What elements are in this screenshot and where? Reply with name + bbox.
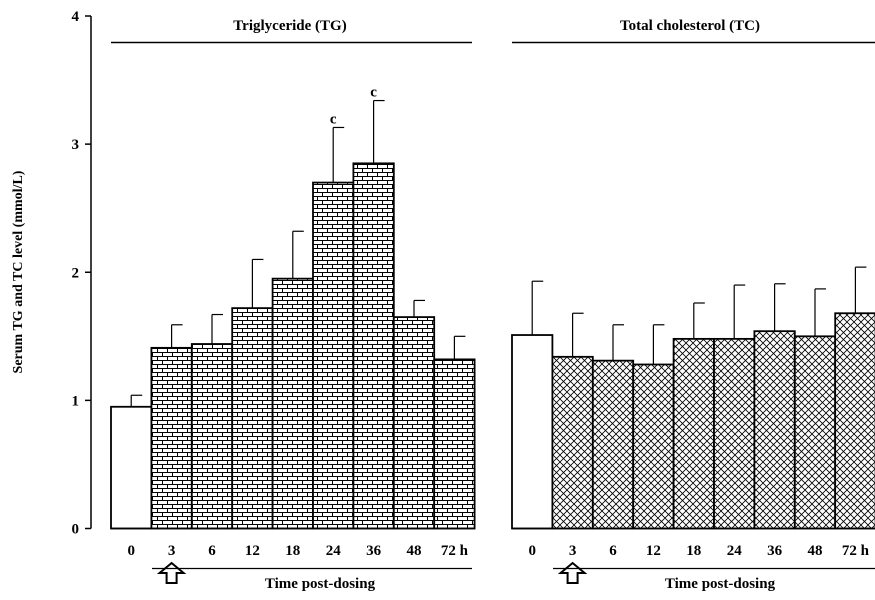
- x-tick-label: 48: [407, 543, 422, 559]
- dosing-arrow-icon: [557, 561, 588, 584]
- bar: [150, 346, 193, 530]
- bar: [591, 359, 635, 530]
- y-tick-label: 1: [72, 393, 80, 409]
- bar: [392, 316, 436, 530]
- x-tick-label: 72 h: [842, 543, 870, 559]
- panel-title: Total cholesterol (TC): [620, 18, 760, 34]
- x-tick-label: 36: [767, 543, 783, 559]
- x-tick-label: 18: [686, 543, 701, 559]
- x-tick-label: 12: [646, 543, 661, 559]
- x-tick-label: 24: [727, 543, 743, 559]
- bar: [190, 343, 234, 530]
- bar: [312, 181, 355, 530]
- x-tick-label: 18: [285, 543, 300, 559]
- bar: [231, 307, 274, 530]
- x-tick-label: 12: [245, 543, 260, 559]
- bar: [352, 162, 395, 530]
- x-tick-label: 24: [326, 543, 342, 559]
- x-tick-label: 0: [528, 543, 536, 559]
- x-axis-label: Time post-dosing: [665, 576, 776, 592]
- bar: [632, 363, 675, 530]
- x-tick-label: 6: [208, 543, 216, 559]
- bar: [793, 335, 837, 530]
- y-tick-label: 4: [72, 9, 80, 25]
- x-tick-label: 36: [366, 543, 382, 559]
- x-tick-label: 3: [569, 543, 577, 559]
- panel-title: Triglyceride (TG): [233, 18, 346, 34]
- bar: [271, 277, 314, 530]
- x-tick-label: 0: [127, 543, 135, 559]
- x-axis-label: Time post-dosing: [265, 576, 376, 592]
- y-tick-label: 2: [72, 265, 80, 281]
- y-axis: 0 1 2 3 4 Serum TG and TC level (mmol/L): [11, 9, 92, 538]
- y-tick-label: 3: [72, 137, 80, 153]
- x-tick-label: 72 h: [441, 543, 469, 559]
- bar: [551, 355, 594, 530]
- significance-label: c: [370, 85, 377, 101]
- bar: [713, 337, 756, 530]
- bar: [672, 337, 715, 530]
- x-tick-label: 3: [168, 543, 176, 559]
- x-tick-label: 6: [609, 543, 617, 559]
- dosing-arrow-icon: [156, 561, 187, 584]
- bar: [511, 334, 554, 530]
- y-axis-label: Serum TG and TC level (mmol/L): [11, 170, 26, 373]
- bar: [433, 358, 476, 530]
- up-arrow-icon: [557, 561, 588, 584]
- panel-total-cholesterol: Total cholesterol (TC)0 3 6 12 18 24 36 48 72 hT…: [511, 18, 875, 592]
- bar: [110, 405, 153, 530]
- significance-label: c: [330, 111, 337, 127]
- bar: [834, 312, 875, 530]
- bar: [753, 330, 796, 530]
- x-tick-label: 48: [808, 543, 823, 559]
- y-tick-label: 0: [72, 522, 80, 538]
- up-arrow-icon: [156, 561, 187, 584]
